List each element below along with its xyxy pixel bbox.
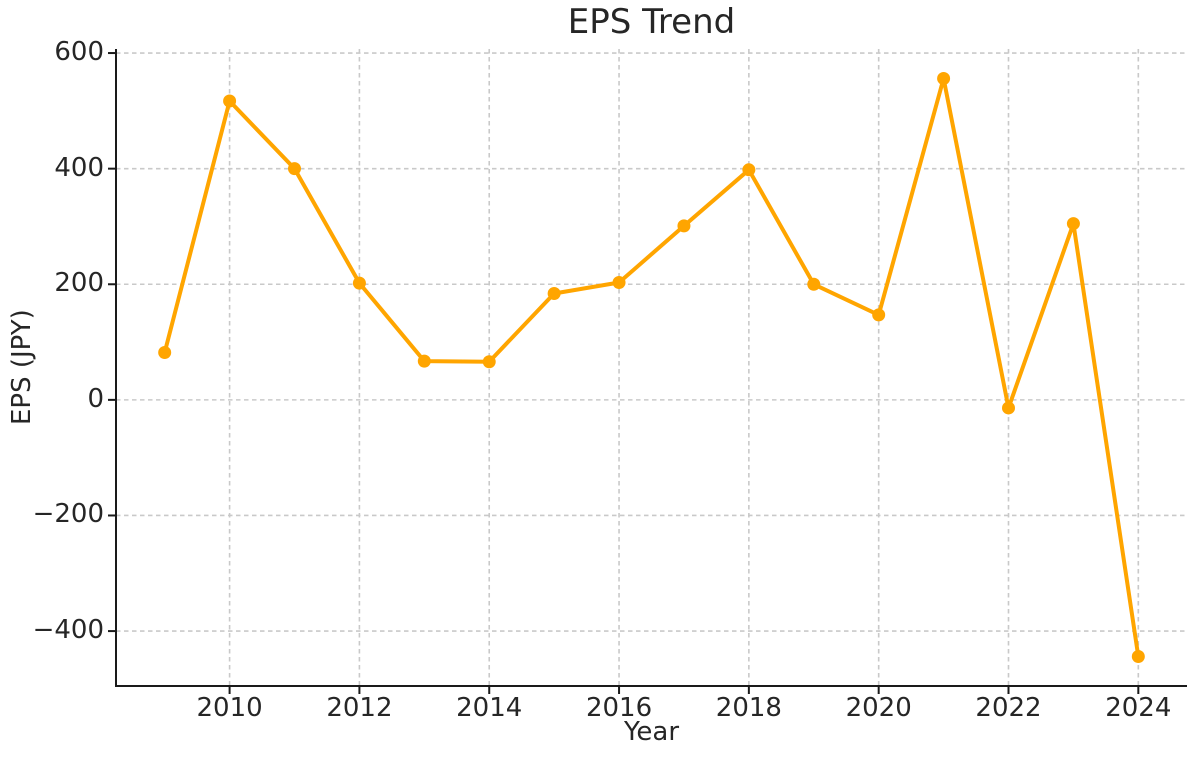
y-tick-label: 400 [54,152,104,183]
data-point-marker [1131,650,1145,664]
data-point-marker [223,94,237,108]
x-tick-label: 2020 [845,693,912,723]
y-tick-label: 600 [54,36,104,67]
data-point-marker [807,277,821,291]
x-tick-label: 2014 [456,693,523,723]
x-tick-label: 2024 [1105,693,1172,723]
x-tick-label: 2016 [585,693,653,723]
x-axis-label: Year [623,717,680,747]
x-tick-label: 2010 [196,693,263,723]
data-point-marker [937,71,951,85]
y-tick-label: 0 [87,383,104,414]
data-point-marker [1002,401,1015,415]
y-tick-label: −200 [32,499,104,530]
data-point-marker [547,287,561,301]
data-point-marker [352,276,366,290]
chart-title: EPS Trend [567,2,736,42]
data-point-marker [158,345,172,359]
y-axis-label: EPS (JPY) [7,309,37,426]
data-point-marker [612,276,626,290]
x-tick-label: 2018 [715,693,782,723]
data-point-marker [482,355,496,369]
x-tick-label: 2012 [326,693,393,723]
data-point-marker [1066,217,1080,231]
y-tick-label: −400 [32,615,104,646]
data-point-marker [288,162,301,176]
y-tick-label: 200 [54,268,104,299]
data-point-marker [677,219,691,233]
data-point-marker [742,163,756,177]
x-tick-label: 2022 [975,693,1042,723]
data-point-marker [872,308,886,322]
data-point-marker [417,354,431,368]
eps-data-line [162,76,1141,659]
